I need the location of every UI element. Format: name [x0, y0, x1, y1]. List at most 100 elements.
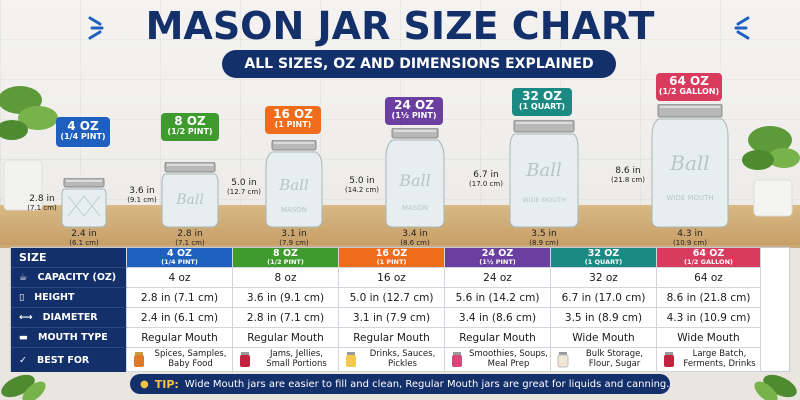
jar-24oz-icon: Ball MASON	[385, 128, 445, 228]
table-row-diameter: ⟷ DIAMETER 2.4 in (6.1 cm) 2.8 in (7.1 cm…	[11, 308, 791, 328]
svg-text:MASON: MASON	[402, 204, 428, 212]
table-cell: 5.0 in (12.7 cm)	[339, 288, 445, 308]
leaves-bottom-left-icon	[1, 374, 46, 400]
size-badge-16oz: 16 OZ (1 PINT)	[265, 106, 321, 134]
svg-text:Ball: Ball	[398, 171, 431, 190]
jar-64oz-icon: Ball WIDE MOUTH	[651, 104, 729, 228]
table-cell: 2.8 in (7.1 cm)	[233, 308, 339, 328]
diameter-label-4oz: 2.4 in (6.1 cm)	[69, 229, 99, 248]
size-badge-8oz: 8 OZ (1/2 PINT)	[161, 113, 219, 141]
jar-8oz-icon: Ball	[161, 162, 219, 228]
table-cell: 32 oz	[551, 268, 657, 288]
table-header-row: SIZE 4 OZ (1/4 PINT) 8 OZ (1/2 PINT) 16 OZ…	[11, 248, 791, 268]
table-cell: Wide Mouth	[551, 328, 657, 348]
svg-text:Ball: Ball	[525, 160, 562, 181]
diameter-label-16oz: 3.1 in (7.9 cm)	[279, 229, 309, 248]
table-cell: 2.8 in (7.1 cm)	[127, 288, 233, 308]
table-header-4oz: 4 OZ (1/4 PINT)	[127, 248, 233, 268]
table-cell: 3.6 in (9.1 cm)	[233, 288, 339, 308]
table-header-8oz: 8 OZ (1/2 PINT)	[233, 248, 339, 268]
plant-right-icon	[742, 126, 800, 217]
tip-text: Wide Mouth jars are easier to fill and c…	[184, 378, 670, 390]
spice-jar-icon	[134, 351, 144, 367]
diameter-label-32oz: 3.5 in (8.9 cm)	[529, 229, 559, 248]
best-for-cell-4oz: Spices, Samples, Baby Food	[127, 348, 233, 372]
size-badge-64oz: 64 OZ (1/2 GALLON)	[656, 73, 722, 101]
table-cell: Regular Mouth	[339, 328, 445, 348]
arrows-icon: ⟷	[19, 312, 33, 323]
page-title: MASON JAR SIZE CHART	[145, 4, 655, 48]
table-header-16oz: 16 OZ (1 PINT)	[339, 248, 445, 268]
subtitle-text: ALL SIZES, OZ AND DIMENSIONS EXPLAINED	[244, 56, 594, 72]
jar-16oz-icon: Ball MASON	[265, 140, 323, 228]
smoothie-jar-icon	[452, 351, 462, 367]
best-for-cell-24oz: Smoothies, Soups, Meal Prep	[445, 348, 551, 372]
row-label-mouth-type: ▬ MOUTH TYPE	[11, 328, 127, 348]
check-circle-icon: ✓	[19, 354, 27, 366]
size-header-label: SIZE	[11, 248, 127, 268]
svg-text:Ball: Ball	[175, 192, 204, 208]
height-label-24oz: 5.0 in (14.2 cm)	[345, 176, 379, 195]
table-cell: 3.1 in (7.9 cm)	[339, 308, 445, 328]
jam-jar-icon	[240, 351, 250, 367]
diameter-label-8oz: 2.8 in (7.1 cm)	[175, 229, 205, 248]
storage-jar-icon	[557, 351, 569, 367]
leaves-bottom-right-icon	[754, 374, 797, 400]
jar-lid-icon: ▬	[19, 332, 28, 343]
row-label-capacity: ☕ CAPACITY (OZ)	[11, 268, 127, 288]
svg-text:WIDE MOUTH: WIDE MOUTH	[522, 196, 566, 204]
jar-4oz-icon	[61, 178, 107, 228]
table-cell: 64 oz	[657, 268, 761, 288]
row-label-diameter: ⟷ DIAMETER	[11, 308, 127, 328]
ruler-icon: ▯	[19, 292, 25, 303]
best-for-cell-64oz: Large Batch, Ferments, Drinks	[657, 348, 761, 372]
table-row-best-for: ✓ BEST FOR Spices, Samples, Baby Food Jams…	[11, 348, 791, 372]
jar-32oz-icon: Ball WIDE MOUTH	[509, 120, 579, 228]
height-label-8oz: 3.6 in (9.1 cm)	[127, 186, 157, 205]
table-cell: 6.7 in (17.0 cm)	[551, 288, 657, 308]
table-cell: 8 oz	[233, 268, 339, 288]
tip-label: TIP:	[154, 377, 179, 391]
tip-banner: ● TIP: Wide Mouth jars are easier to fil…	[130, 374, 670, 394]
row-label-best-for: ✓ BEST FOR	[11, 348, 127, 372]
diameter-label-64oz: 4.3 in (10.9 cm)	[673, 229, 707, 248]
lightbulb-icon: ●	[140, 378, 149, 390]
table-row-capacity: ☕ CAPACITY (OZ) 4 oz 8 oz 16 oz 24 oz 32 …	[11, 268, 791, 288]
table-header-24oz: 24 OZ (1½ PINT)	[445, 248, 551, 268]
size-badge-4oz: 4 OZ (1/4 PINT)	[56, 117, 110, 147]
best-for-cell-32oz: Bulk Storage, Flour, Sugar	[551, 348, 657, 372]
height-label-32oz: 6.7 in (17.0 cm)	[469, 170, 503, 189]
best-for-cell-16oz: Drinks, Sauces, Pickles	[339, 348, 445, 372]
sparkle-left-icon	[88, 16, 104, 40]
table-cell: 3.4 in (8.6 cm)	[445, 308, 551, 328]
table-cell: 5.6 in (14.2 cm)	[445, 288, 551, 308]
table-cell: 4.3 in (10.9 cm)	[657, 308, 761, 328]
height-label-16oz: 5.0 in (12.7 cm)	[227, 178, 261, 197]
table-cell: Wide Mouth	[657, 328, 761, 348]
svg-text:WIDE MOUTH: WIDE MOUTH	[666, 194, 713, 202]
table-cell: 16 oz	[339, 268, 445, 288]
table-cell: 8.6 in (21.8 cm)	[657, 288, 761, 308]
size-badge-24oz: 24 OZ (1½ PINT)	[385, 97, 443, 125]
height-label-64oz: 8.6 in (21.8 cm)	[611, 166, 645, 185]
best-for-cell-8oz: Jams, Jellies, Small Portions	[233, 348, 339, 372]
table-cell: Regular Mouth	[233, 328, 339, 348]
svg-text:Ball: Ball	[278, 176, 309, 194]
table-cell: Regular Mouth	[445, 328, 551, 348]
height-label-4oz: 2.8 in (7.1 cm)	[27, 194, 57, 213]
table-row-mouth-type: ▬ MOUTH TYPE Regular Mouth Regular Mouth …	[11, 328, 791, 348]
table-cell: 24 oz	[445, 268, 551, 288]
table-cell: 3.5 in (8.9 cm)	[551, 308, 657, 328]
subtitle-banner: ALL SIZES, OZ AND DIMENSIONS EXPLAINED	[222, 50, 616, 78]
plant-left-icon	[0, 86, 58, 211]
table-header-64oz: 64 OZ (1/2 GALLON)	[657, 248, 761, 268]
svg-text:MASON: MASON	[281, 206, 307, 214]
table-row-height: ▯ HEIGHT 2.8 in (7.1 cm) 3.6 in (9.1 cm) …	[11, 288, 791, 308]
cup-icon: ☕	[19, 272, 28, 283]
table-cell: Regular Mouth	[127, 328, 233, 348]
svg-text:Ball: Ball	[669, 151, 709, 175]
ferment-jar-icon	[664, 351, 674, 367]
table-header-32oz: 32 OZ (1 QUART)	[551, 248, 657, 268]
table-cell: 2.4 in (6.1 cm)	[127, 308, 233, 328]
diameter-label-24oz: 3.4 in (8.6 cm)	[400, 229, 430, 248]
